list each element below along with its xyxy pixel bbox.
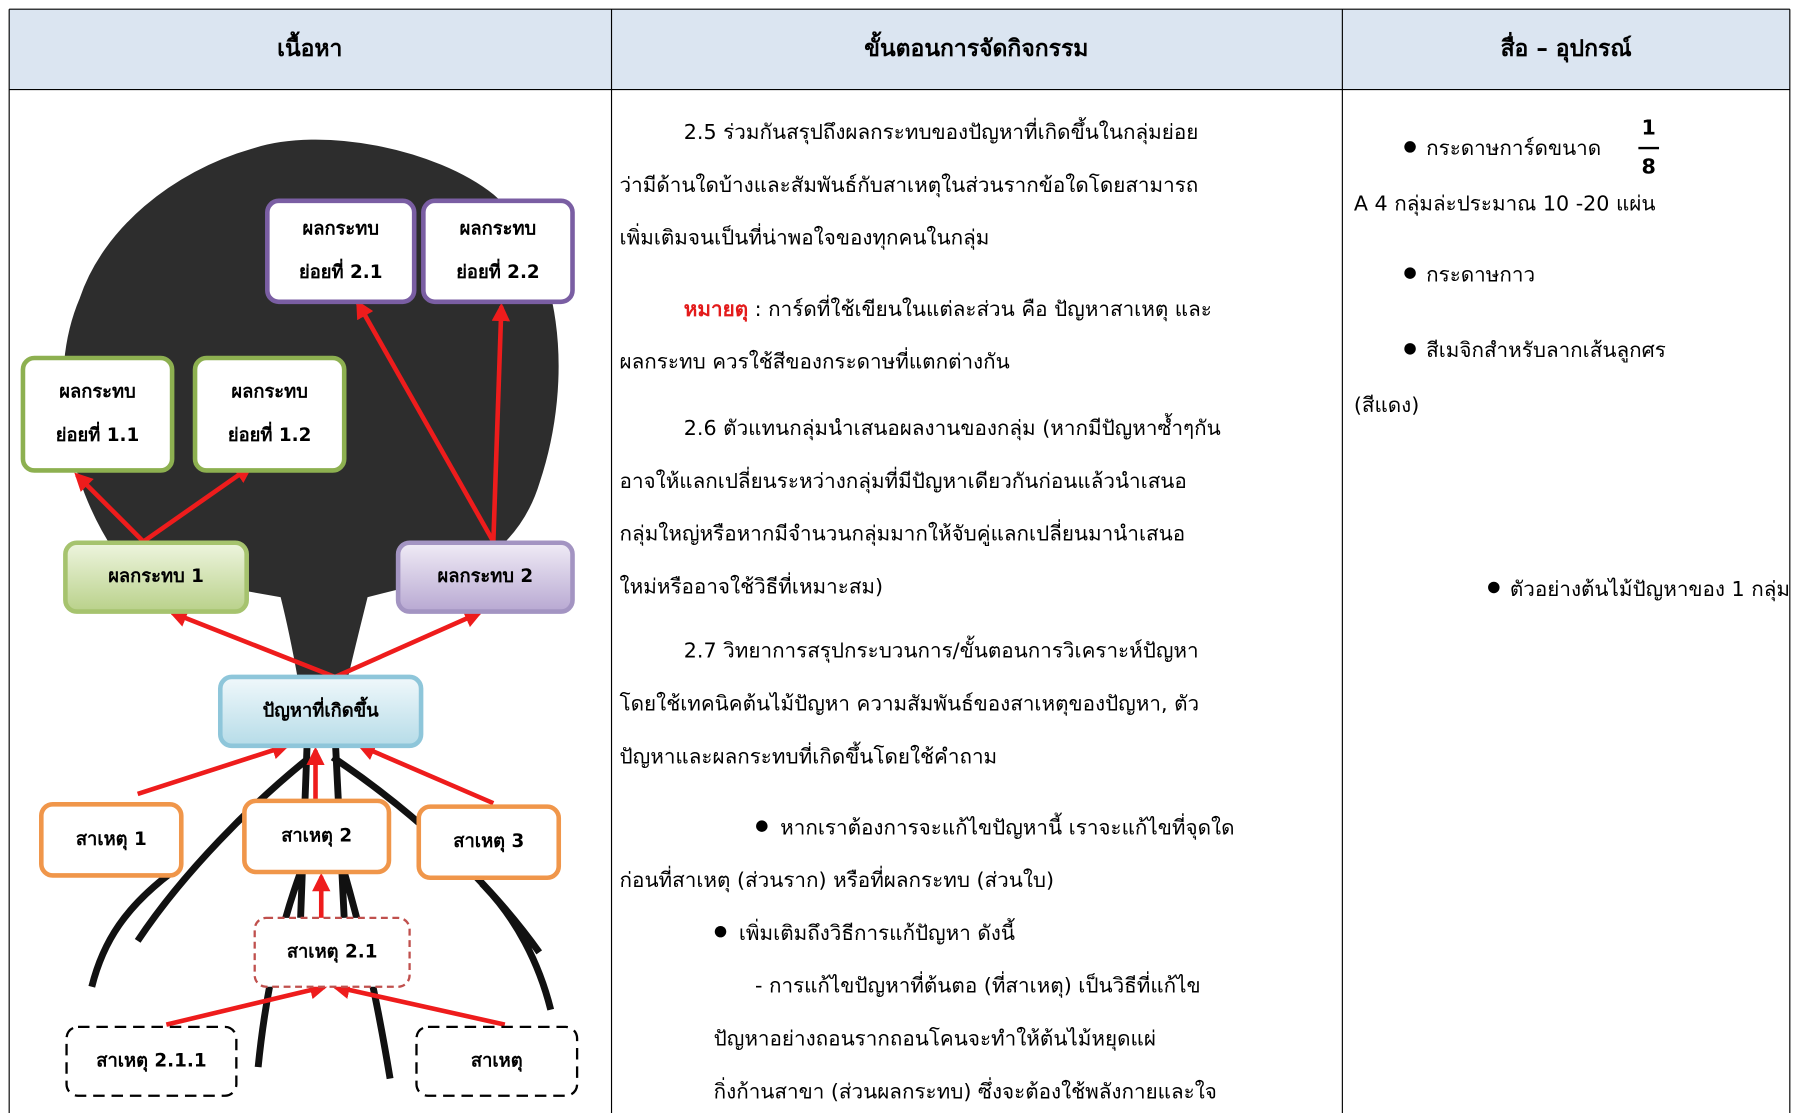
bullet	[714, 925, 727, 938]
material-item: กระดาษกาว	[1426, 262, 1535, 286]
fraction-numerator: 1	[1642, 116, 1656, 140]
activity-line: - การแก้ไขปัญหาที่ต้นตอ (ที่สาเหตุ) เป็น…	[755, 972, 1201, 999]
node-box	[20, 355, 175, 473]
bullet	[756, 820, 768, 832]
activity-line: อาจให้แลกเปลี่ยนระหว่างกลุ่มที่มีปัญหาเด…	[620, 467, 1187, 494]
node-box	[65, 1025, 238, 1097]
node-label: ผลกระทบ	[231, 381, 308, 402]
diagram-node: ผลกระทบ 2	[395, 540, 575, 614]
table-grid	[8, 8, 1791, 1113]
activity-line: 2.7 วิทยาการสรุปกระบวนการ/ขั้นตอนการวิเค…	[684, 636, 1199, 664]
activity-line: กลุ่มใหญ่หรือหากมีจำนวนกลุ่มมากให้จับคู่…	[620, 520, 1186, 547]
diagram-node: สาเหตุ 3	[416, 804, 562, 881]
activity-line: หากเราต้องการจะแก้ไขปัญหานี้ เราจะแก้ไขท…	[780, 812, 1234, 840]
fraction-denominator: 8	[1642, 155, 1656, 179]
activity-line: โดยใช้เทคนิคต้นไม้ปัญหา ความสัมพันธ์ของส…	[620, 692, 1200, 717]
activity-line: 2.6 ตัวแทนกลุ่มนำเสนอผลงานของกลุ่ม (หากม…	[684, 413, 1221, 441]
node-label: สาเหตุ 2.1.1	[96, 1050, 206, 1072]
node-box	[416, 804, 562, 881]
node-label: ผลกระทบ	[59, 381, 136, 402]
column-header: เนื้อหา	[277, 31, 342, 62]
node-label: สาเหตุ 3	[453, 831, 524, 853]
node-box	[39, 802, 184, 878]
node-box	[63, 540, 249, 614]
node-box	[265, 198, 417, 305]
node-box	[192, 355, 347, 473]
header-background	[9, 9, 1790, 90]
activity-line: เพิ่มเติมถึงวิธีการแก้ปัญหา ดังนี้	[739, 918, 1015, 945]
node-box	[415, 1025, 579, 1097]
material-item: ตัวอย่างต้นไม้ปัญหาของ 1 กลุ่ม	[1510, 577, 1790, 602]
activity-line: ผลกระทบ ควรใช้สีของกระดาษที่แตกต่างกัน	[620, 348, 1010, 374]
node-box	[217, 674, 424, 749]
note-line: หมายตุ : การ์ดที่ใช้เขียนในแต่ละส่วน คือ…	[684, 295, 1212, 322]
activity-line: ปัญหาอย่างถอนรากถอนโคนจะทำให้ต้นไม้หยุดแ…	[714, 1027, 1156, 1052]
node-label: ย่อยที่ 2.2	[456, 258, 540, 283]
note-label: หมายตุ	[684, 297, 748, 322]
node-box	[242, 798, 392, 875]
node-label: สาเหตุ 2.1	[287, 941, 378, 963]
diagram-node: สาเหตุ 1	[39, 802, 184, 878]
node-label: ผลกระทบ 2	[437, 566, 533, 587]
activity-line: ก่อนที่สาเหตุ (ส่วนราก) หรือที่ผลกระทบ (…	[620, 866, 1055, 893]
bullet	[1404, 343, 1416, 355]
activity-line: เพิ่มเติมจนเป็นที่น่าพอใจของทุกคนในกลุ่ม	[620, 224, 990, 251]
material-item: กระดาษการ์ดขนาด	[1426, 136, 1601, 160]
arrows	[74, 299, 511, 1027]
node-label: สาเหตุ 1	[76, 829, 147, 851]
node-box	[253, 916, 411, 988]
material-note: (สีแดง)	[1354, 393, 1420, 417]
node-label: สาเหตุ	[471, 1050, 523, 1072]
diagram-node: สาเหตุ 2.1	[253, 916, 411, 988]
column-header: ขั้นตอนการจัดกิจกรรม	[864, 31, 1088, 62]
node-label: ผลกระทบ	[460, 219, 537, 240]
diagram-node: สาเหตุ 2.1.1	[65, 1025, 238, 1097]
material-item: สีเมจิกสำหรับลากเส้นลูกศร	[1426, 338, 1666, 363]
bullet	[1488, 581, 1500, 594]
activity-line: ว่ามีด้านใดบ้างและสัมพันธ์กับสาเหตุในส่ว…	[620, 173, 1199, 198]
column-header: สื่อ – อุปกรณ์	[1501, 31, 1632, 63]
material-item: A 4 กลุ่มล่ะประมาณ 10 -20 แผ่น	[1354, 191, 1656, 216]
bullet	[1404, 267, 1416, 279]
node-label: ผลกระทบ	[302, 219, 379, 240]
bullet	[1404, 141, 1416, 153]
diagram-node: สาเหตุ 2	[242, 798, 392, 875]
diagram-node: ปัญหาที่เกิดขึ้น	[217, 674, 424, 749]
diagram-node: สาเหตุ	[415, 1025, 579, 1097]
activity-line: ปัญหาและผลกระทบที่เกิดขึ้นโดยใช้คำถาม	[620, 741, 998, 768]
node-label: ย่อยที่ 1.1	[56, 421, 139, 446]
node-box	[395, 540, 575, 614]
activity-line: ใหม่หรืออาจใช้วิธีที่เหมาะสม)	[620, 572, 884, 598]
node-label: ย่อยที่ 2.1	[299, 258, 382, 283]
node-label: ปัญหาที่เกิดขึ้น	[263, 696, 380, 721]
node-label: สาเหตุ 2	[281, 825, 352, 847]
activity-line: 2.5 ร่วมกันสรุปถึงผลกระทบของปัญหาที่เกิด…	[684, 117, 1199, 145]
activity-line: กิ่งก้านสาขา (ส่วนผลกระทบ) ซึ่งจะต้องใช้…	[714, 1077, 1217, 1103]
node-box	[421, 198, 575, 305]
diagram-node: ผลกระทบ 1	[63, 540, 249, 614]
node-label: ย่อยที่ 1.2	[228, 421, 311, 446]
node-label: ผลกระทบ 1	[108, 566, 204, 587]
note-text: : การ์ดที่ใช้เขียนในแต่ละส่วน คือ ปัญหาส…	[748, 295, 1212, 322]
